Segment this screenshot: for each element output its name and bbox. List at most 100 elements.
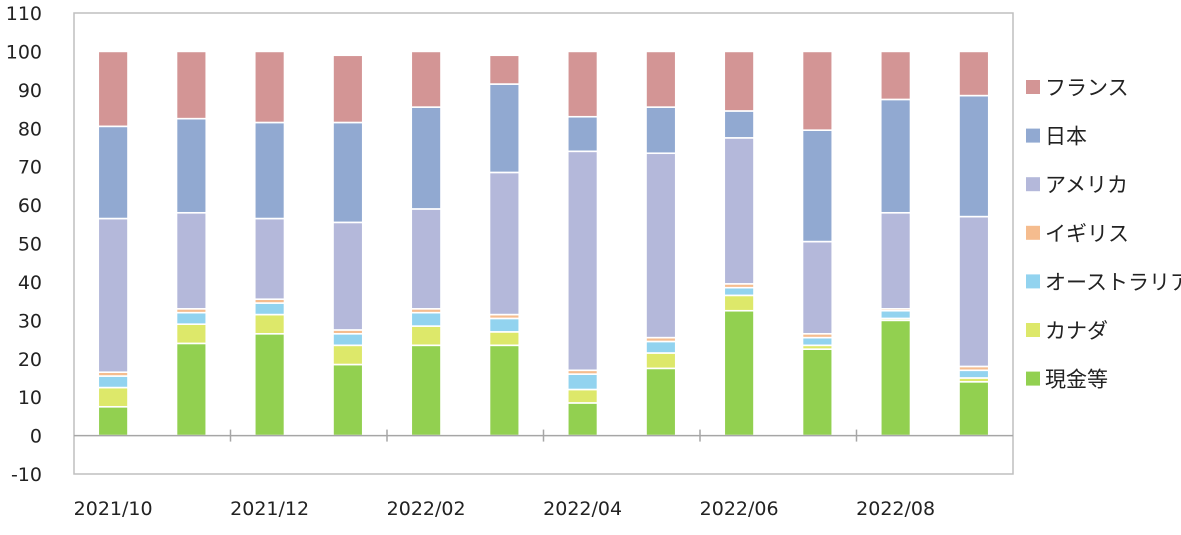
bar-segment (488, 331, 521, 347)
bar-segment (566, 150, 599, 372)
legend-swatch (1026, 80, 1040, 94)
bar-segment (566, 402, 599, 437)
bar-segment (645, 152, 677, 339)
bar-segment (175, 117, 208, 214)
bar-segment (958, 369, 990, 379)
bar-segment (253, 313, 286, 335)
bar-segment (566, 115, 599, 153)
bar-segment (488, 317, 521, 333)
bar-segment (332, 332, 364, 347)
bar-segment (410, 208, 442, 310)
y-tick-label: 90 (18, 80, 42, 102)
y-tick-label: 40 (18, 272, 42, 294)
bar-segment (332, 363, 364, 437)
bar-segment (175, 323, 208, 345)
y-tick-label: 0 (30, 426, 42, 448)
bar-segment (723, 309, 755, 437)
bar-segment (332, 221, 364, 331)
bars (97, 50, 990, 437)
bar-segment (879, 309, 912, 320)
y-tick-label: -10 (11, 464, 42, 486)
bar-segment (801, 240, 834, 335)
y-tick-label: 100 (6, 41, 42, 63)
legend-label: アメリカ (1045, 173, 1128, 197)
bar-segment (488, 54, 521, 85)
bar-segment (645, 106, 677, 155)
legend-swatch (1026, 177, 1040, 192)
bar-segment (332, 54, 364, 124)
y-tick-label: 30 (18, 310, 42, 332)
y-tick-label: 80 (18, 118, 42, 140)
legend-label: イギリス (1045, 222, 1129, 246)
bar-segment (410, 325, 442, 347)
bar-segment (645, 367, 677, 437)
bar-segment (958, 215, 990, 368)
legend-label: カナダ (1045, 319, 1108, 343)
bar-segment (175, 50, 208, 120)
bar-segment (410, 311, 442, 327)
bar-segment (97, 125, 129, 220)
x-tick-label: 2022/02 (387, 498, 466, 520)
bar-segment (97, 217, 129, 373)
y-tick-label: 50 (18, 234, 42, 256)
bar-segment (253, 302, 286, 316)
bar-segment (879, 98, 912, 214)
bar-segment (723, 294, 755, 312)
bar-segment (97, 386, 129, 408)
bar-segment (253, 50, 286, 124)
x-tick-label: 2022/06 (700, 498, 779, 520)
bar-segment (723, 110, 755, 139)
bar-segment (253, 332, 286, 437)
bar-segment (958, 50, 990, 97)
x-tick-label: 2021/10 (74, 498, 153, 520)
legend-swatch (1026, 274, 1040, 289)
bar-segment (488, 171, 521, 316)
bar-segment (958, 94, 990, 218)
bar-segment (566, 388, 599, 404)
legend-label: フランス (1045, 76, 1129, 100)
bar-segment (97, 375, 129, 389)
plot-area (73, 12, 1014, 475)
bar-segment (566, 373, 599, 391)
bar-segment (723, 50, 755, 112)
bar-segment (488, 83, 521, 174)
bar-segment (410, 344, 442, 437)
legend-swatch (1026, 128, 1040, 143)
legend-swatch (1026, 225, 1040, 240)
y-tick-label: 70 (18, 157, 42, 179)
bar-segment (97, 50, 129, 128)
bar-segment (645, 340, 677, 354)
bar-segment (801, 129, 834, 243)
bar-segment (723, 286, 755, 297)
bar-segment (879, 319, 912, 437)
x-tick-label: 2022/08 (856, 498, 935, 520)
legend-swatch (1026, 371, 1040, 386)
bar-segment (410, 106, 442, 210)
bar-segment (566, 50, 599, 118)
y-tick-label: 10 (18, 387, 42, 409)
bar-segment (801, 50, 834, 131)
bar-segment (801, 336, 834, 347)
bar-segment (801, 348, 834, 437)
y-tick-label: 60 (18, 195, 42, 217)
bar-segment (253, 217, 286, 301)
bar-segment (879, 211, 912, 310)
bar-segment (253, 121, 286, 220)
bar-segment (879, 50, 912, 101)
legend-label: 現金等 (1045, 368, 1108, 392)
bar-segment (332, 344, 364, 366)
legend-swatch (1026, 323, 1040, 337)
bar-segment (410, 50, 442, 108)
bar-segment (645, 50, 677, 108)
bar-segment (958, 380, 990, 437)
y-axis-ticks: -10 0 10 20 30 40 50 60 70 80 90 100 110 (6, 3, 42, 486)
bar-segment (332, 121, 364, 224)
x-axis: 2021/10 2021/12 2022/02 2022/04 2022/06 2022/… (74, 429, 1013, 520)
bar-segment (488, 344, 521, 437)
bar-segment (97, 405, 129, 437)
legend-label: オーストラリア (1045, 270, 1181, 294)
bar-segment (723, 137, 755, 285)
legend-label: 日本 (1045, 125, 1087, 149)
y-tick-label: 110 (6, 3, 42, 25)
